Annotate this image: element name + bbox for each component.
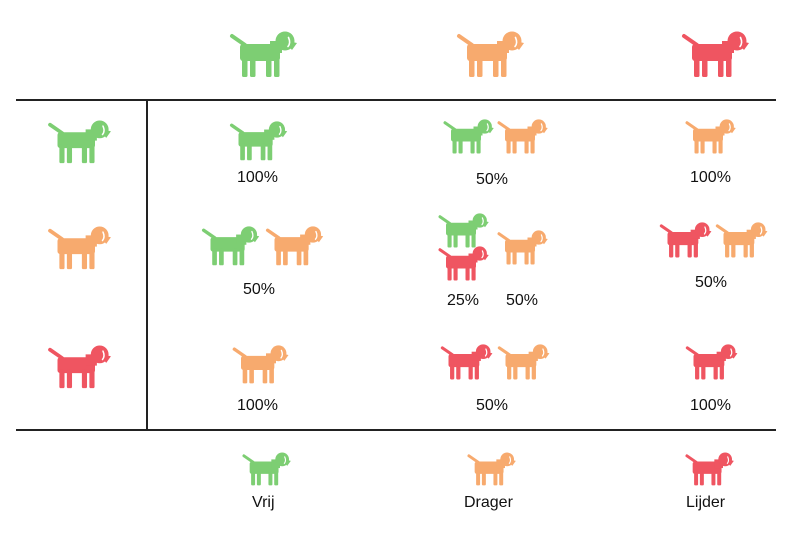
cell-dog-icon (439, 344, 495, 381)
cell-label: 50% (476, 171, 509, 188)
bottom-rule (16, 429, 776, 431)
cell-label: 100% (690, 169, 731, 186)
column-header-dog-icon (455, 31, 527, 79)
left-divider (146, 100, 148, 430)
cell-dog-icon (228, 121, 290, 162)
cell-label: 100% (237, 169, 278, 186)
cell-dog-icon (264, 226, 326, 267)
legend-label-free: Vrij (252, 494, 275, 511)
row-header-dog-icon (46, 120, 114, 165)
legend-label-carrier: Drager (464, 494, 513, 511)
column-header-dog-icon (680, 31, 752, 79)
cell-label: 100% (690, 397, 731, 414)
cell-dog-icon (684, 344, 740, 381)
cell-label: 50% (695, 274, 728, 291)
cell-label: 50% (506, 292, 539, 309)
cell-dog-icon (684, 119, 738, 155)
cell-label: 25% (447, 292, 480, 309)
legend-dog-icon (241, 452, 293, 487)
cell-label: 100% (237, 397, 278, 414)
cell-dog-icon (437, 213, 491, 249)
legend-dog-icon (466, 452, 518, 487)
cell-dog-icon (200, 226, 262, 267)
cell-label: 50% (243, 281, 276, 298)
column-header-dog-icon (228, 31, 300, 79)
legend-dog-icon (684, 452, 736, 487)
row-header-dog-icon (46, 345, 114, 390)
row-header-dog-icon (46, 226, 114, 271)
top-rule (16, 99, 776, 101)
legend-label-affected: Lijder (686, 494, 726, 511)
cell-label: 50% (476, 397, 509, 414)
cell-dog-icon (437, 246, 491, 282)
cell-dog-icon (496, 230, 550, 266)
cell-dog-icon (496, 344, 552, 381)
cell-dog-icon (714, 222, 770, 259)
cell-dog-icon (658, 222, 714, 259)
cell-dog-icon (496, 119, 550, 155)
cell-dog-icon (442, 119, 496, 155)
cell-dog-icon (231, 345, 291, 385)
